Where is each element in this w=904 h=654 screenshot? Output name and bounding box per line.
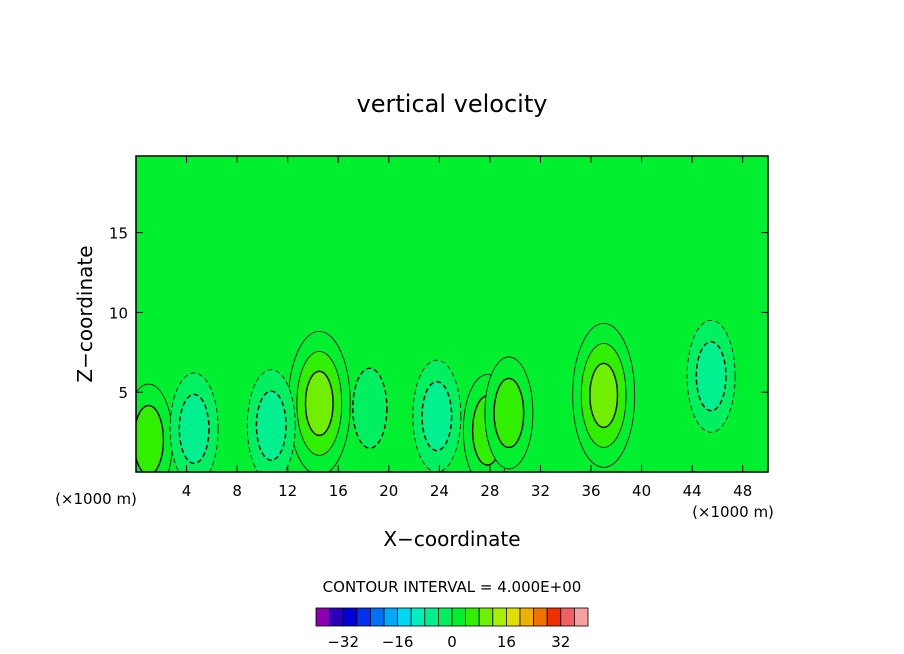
colorbar-swatch [574, 607, 589, 627]
colorbar-tick-label: 0 [447, 633, 457, 651]
colorbar-swatch [505, 607, 521, 627]
contour-interval-label: CONTOUR INTERVAL = 4.000E+00 [323, 578, 582, 596]
y-axis-label: Z−coordinate [73, 245, 97, 382]
x-axis-label: X−coordinate [383, 527, 520, 551]
contour-band [421, 380, 453, 452]
x-tick-label: 24 [430, 482, 449, 500]
colorbar-tick-label: −32 [327, 633, 359, 651]
colorbar-swatch [451, 607, 467, 627]
x-tick-label: 20 [379, 482, 398, 500]
colorbar-tick-label: −16 [382, 633, 414, 651]
colorbar-swatch [383, 607, 399, 627]
chart-title: vertical velocity [357, 90, 548, 118]
contour-band [255, 390, 287, 461]
x-axis-ticks: 4 8 12 16 20 24 28 32 36 40 44 48 [182, 156, 752, 500]
velocity-field [136, 319, 736, 472]
colorbar-tick-label: 32 [551, 633, 570, 651]
y-tick-label: 15 [109, 225, 128, 243]
colorbar-swatch [478, 607, 494, 627]
colorbar-swatch [519, 607, 535, 627]
colorbar-swatch [546, 607, 562, 627]
contour-band [136, 404, 165, 472]
x-tick-label: 16 [329, 482, 348, 500]
y-tick-label: 5 [118, 384, 128, 402]
x-tick-label: 40 [632, 482, 651, 500]
updraft-cell [287, 330, 351, 472]
colorbar-swatch [465, 607, 480, 627]
plot-area [135, 155, 769, 473]
plot-frame [135, 155, 769, 473]
x-tick-label: 36 [581, 482, 600, 500]
colorbar-swatch [329, 607, 344, 627]
x-tick-label: 8 [232, 482, 242, 500]
colorbar-swatch [342, 607, 358, 627]
x-tick-label: 12 [278, 482, 297, 500]
x-axis-unit-right: (×1000 m) [692, 503, 774, 521]
downdraft-cell [246, 369, 296, 472]
contour-band [304, 370, 334, 437]
x-tick-label: 32 [531, 482, 550, 500]
x-tick-label: 48 [733, 482, 752, 500]
downdraft-cell [352, 367, 388, 449]
y-tick-label: 10 [109, 304, 128, 322]
downdraft-cell [412, 359, 462, 472]
colorbar-swatch [369, 607, 385, 627]
colorbar-swatch [356, 607, 371, 627]
colorbar-swatch [492, 607, 507, 627]
contour-band [695, 341, 727, 412]
colorbar-swatch [560, 607, 575, 627]
contour-band [589, 362, 619, 429]
updraft-cell [484, 356, 534, 470]
colorbar-tick-label: 16 [497, 633, 516, 651]
x-tick-label: 4 [182, 482, 192, 500]
colorbar-swatch [424, 607, 439, 627]
colorbar-swatch [315, 607, 331, 627]
contour-band [178, 393, 210, 465]
y-axis-ticks: 5 10 15 [109, 225, 768, 402]
x-tick-label: 44 [683, 482, 702, 500]
x-axis-unit-left: (×1000 m) [55, 490, 137, 508]
contour-band [493, 377, 525, 449]
colorbar: −32 −16 0 16 32 [315, 607, 589, 651]
colorbar-swatch [397, 607, 412, 627]
colorbar-swatch [410, 607, 426, 627]
colorbar-swatch [437, 607, 453, 627]
updraft-cell [136, 383, 174, 472]
colorbar-swatch [533, 607, 548, 627]
downdraft-cell [686, 319, 736, 433]
downdraft-cell [169, 372, 219, 472]
contour-band [352, 367, 388, 449]
x-tick-label: 28 [480, 482, 499, 500]
updraft-cell [572, 322, 636, 468]
